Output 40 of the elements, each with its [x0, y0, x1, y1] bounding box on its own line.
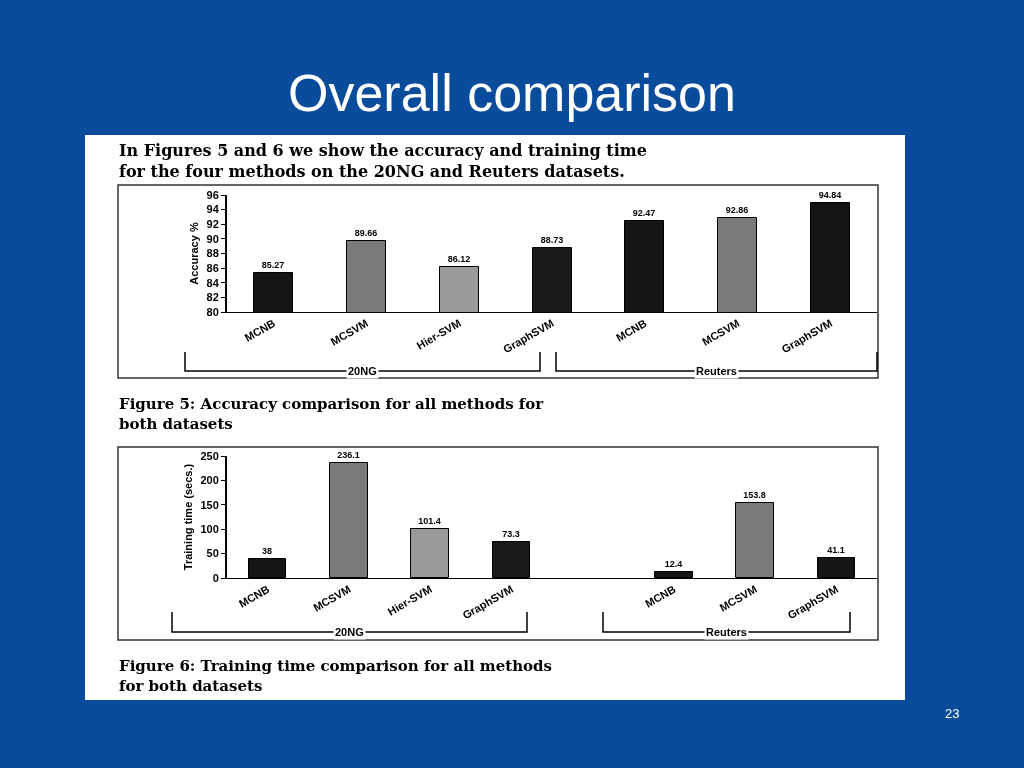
y-tick-label: 80 — [206, 305, 219, 318]
y-tick-label: 250 — [200, 449, 219, 462]
text: Reuters — [696, 365, 737, 377]
data-label: 94.84 — [818, 189, 842, 200]
data-label: 85.27 — [261, 259, 285, 270]
y-tick-label: 96 — [206, 188, 219, 201]
data-label: 153.8 — [743, 489, 766, 500]
data-label: 12.4 — [664, 558, 683, 569]
y-tick-label: 86 — [206, 261, 219, 274]
y-tick-label: 100 — [200, 523, 219, 536]
data-label: 73.3 — [502, 528, 520, 539]
y-tick-label: 90 — [206, 232, 219, 245]
data-label: 41.1 — [827, 544, 845, 555]
data-label: 101.4 — [418, 515, 441, 526]
y-tick-label: 0 — [212, 571, 219, 584]
data-label: 92.86 — [725, 204, 749, 215]
y-tick-label: 84 — [206, 276, 220, 289]
y-tick-label: 82 — [206, 291, 219, 304]
data-label: 89.66 — [354, 227, 378, 238]
text: Reuters — [706, 626, 747, 638]
chart-subtitle: In Figures 5 and 6 we show the accuracy and training time for the four methods on the 20NG and Reuters datasets. — [119, 141, 647, 181]
data-label: 92.47 — [632, 207, 656, 218]
y-axis-title: Training time (secs.) — [181, 463, 194, 571]
y-axis-title: Accuracy % — [187, 222, 200, 285]
text: 20NG — [348, 365, 377, 377]
caption: Figure 5: Accuracy comparison for all methods for both datasets — [119, 395, 545, 433]
y-tick-label: 92 — [206, 218, 219, 231]
data-label: 236.1 — [337, 449, 360, 460]
y-tick-label: 200 — [200, 474, 219, 487]
y-tick-label: 150 — [200, 498, 219, 511]
text: 20NG — [335, 626, 364, 638]
y-tick-label: 50 — [206, 547, 219, 560]
data-label: 88.73 — [540, 234, 564, 245]
text: 23 — [945, 706, 960, 721]
y-tick-label: 88 — [206, 247, 219, 260]
y-tick-label: 94 — [206, 203, 220, 216]
caption: Figure 6: Training time comparison for all methods for both datasets — [119, 657, 552, 695]
data-label: 38 — [261, 545, 273, 556]
chart-title: Overall comparison — [288, 64, 736, 122]
data-label: 86.12 — [447, 253, 471, 264]
